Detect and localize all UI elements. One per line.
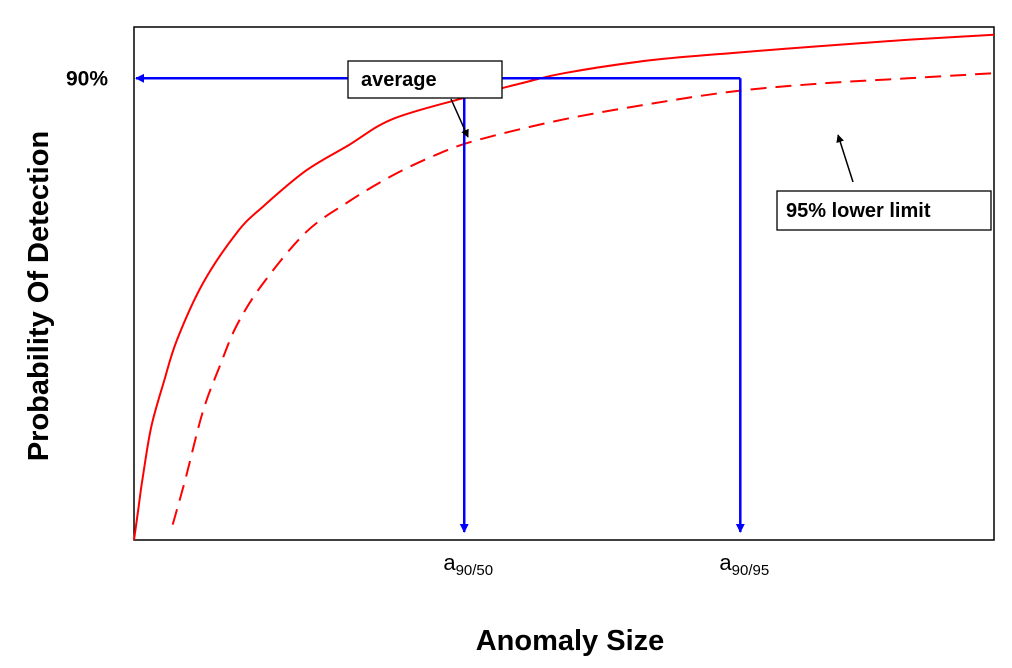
annotation-average-pointer bbox=[450, 98, 469, 138]
y-reference-label: 90% bbox=[66, 67, 108, 90]
y-axis-title: Probability Of Detection bbox=[23, 131, 55, 461]
annotation-average-text: average bbox=[361, 69, 437, 91]
annotation-lower-limit-text: 95% lower limit bbox=[786, 200, 931, 222]
series-average-line bbox=[133, 33, 995, 541]
plot-area-frame bbox=[133, 26, 995, 541]
x-axis-title: Anomaly Size bbox=[476, 625, 665, 657]
annotation-lower-limit-pointer bbox=[836, 134, 854, 183]
x-mark-label-a90-95: a90/95 bbox=[719, 550, 769, 579]
x-mark-label-a90-50: a90/50 bbox=[443, 550, 493, 579]
annotation-average-box bbox=[347, 60, 503, 99]
series-95-lower-limit-line bbox=[171, 72, 995, 525]
annotation-lower-limit-box bbox=[776, 190, 992, 231]
